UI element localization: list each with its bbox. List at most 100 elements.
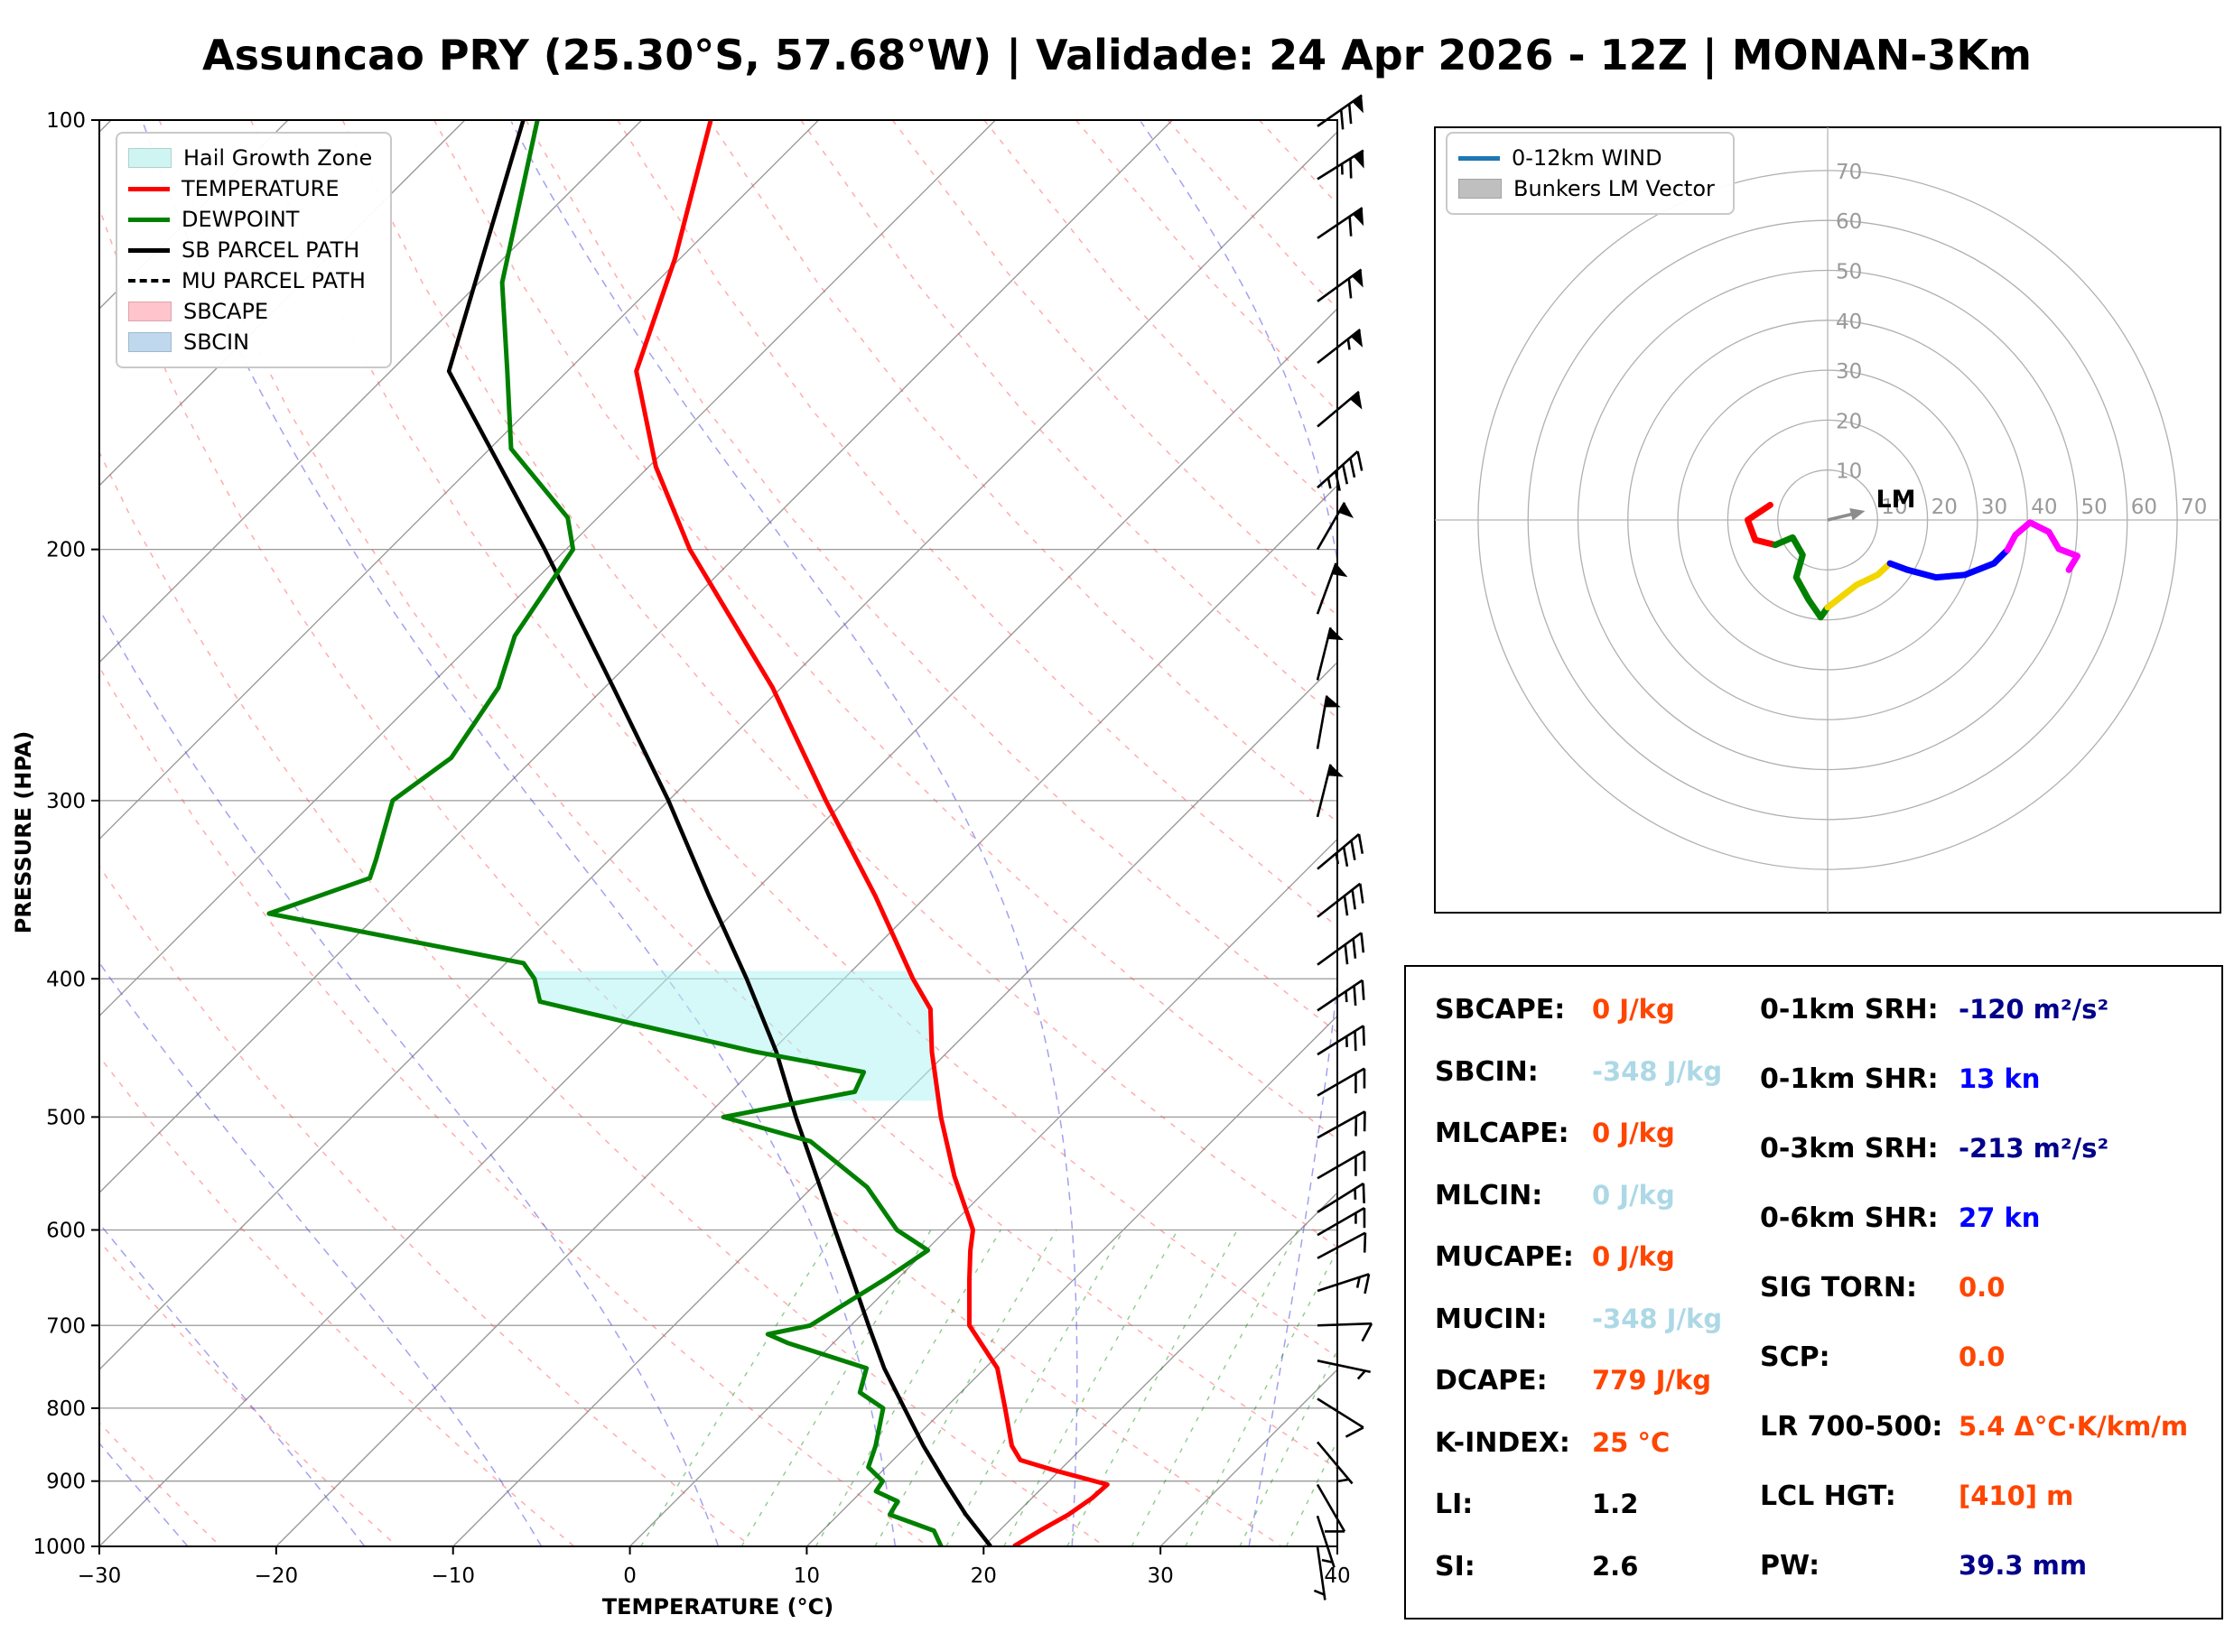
index-row-li: LI: 1.2	[1406, 1489, 2221, 1528]
wind-barb	[1317, 833, 1364, 870]
wind-barb	[1317, 390, 1363, 428]
index-label: LCL HGT:	[1760, 1480, 1896, 1512]
index-label: MLCAPE:	[1435, 1118, 1569, 1149]
mu-parcel-curve	[447, 120, 992, 1546]
hodograph-ring	[1777, 469, 1878, 571]
hodograph: 10 10 20 20 30 30 40 40 50 50 60 60 70 70 LM	[1434, 126, 2221, 914]
index-value: -348 J/kg	[1592, 1055, 1723, 1087]
ring-label: 10	[1881, 496, 1907, 519]
index-row-dcape: DCAPE: 779 J/kg	[1406, 1365, 2221, 1405]
legend-label: DEWPOINT	[182, 207, 300, 232]
legend-label: Hail Growth Zone	[183, 145, 373, 171]
wind-barb	[1317, 207, 1364, 239]
wind-barb	[1317, 1110, 1366, 1139]
index-label: SI:	[1435, 1550, 1475, 1582]
lm-label: LM	[1876, 486, 1915, 514]
legend-item-sb-parcel-path: SB PARCEL PATH	[128, 235, 372, 265]
legend-label: TEMPERATURE	[182, 176, 340, 201]
hodograph-ring	[1727, 419, 1929, 621]
hodograph-ring	[1477, 170, 2178, 870]
ring-label: 50	[1836, 261, 1862, 284]
legend-swatch	[128, 332, 172, 352]
pressure-tick-label: 800	[46, 1397, 86, 1421]
legend-swatch	[128, 279, 170, 283]
index-value: -348 J/kg	[1592, 1303, 1723, 1334]
index-label: SBCIN:	[1435, 1055, 1539, 1088]
index-value: -120 m²/s²	[1959, 994, 2109, 1025]
wind-barb	[1317, 932, 1365, 966]
hodograph-ring-labels: 10 10 20 20 30 30 40 40 50 50 60 60 70 70	[1836, 161, 2207, 519]
wind-barb	[1317, 1025, 1365, 1056]
index-row-sig-torn: SIG TORN: 0.0	[1406, 1272, 2221, 1312]
legend-swatch	[1458, 155, 1500, 161]
pressure-tick-label: 1000	[33, 1536, 86, 1559]
index-value: -213 m²/s²	[1959, 1133, 2109, 1164]
index-label: 0-1km SHR:	[1760, 1063, 1939, 1095]
wind-barb	[1317, 1182, 1365, 1213]
dewpoint-curve	[266, 120, 944, 1546]
wind-barb	[1317, 268, 1364, 302]
wind-barbs	[1313, 94, 1373, 1601]
index-value: 779 J/kg	[1592, 1365, 1712, 1396]
ring-label: 60	[2131, 496, 2157, 519]
temperature-tick-label: 30	[1148, 1564, 1174, 1588]
dry-adiabat-lines	[99, 120, 1337, 1546]
ring-label: 40	[2031, 496, 2057, 519]
ring-label: 30	[1981, 496, 2007, 519]
temperature-tick-label: 40	[1324, 1564, 1350, 1588]
index-value: 27 kn	[1959, 1202, 2041, 1233]
legend-item-sbcin: SBCIN	[128, 327, 372, 357]
ring-label: 20	[1931, 496, 1958, 519]
skewt-legend: Hail Growth Zone TEMPERATURE DEWPOINT SB PA…	[116, 132, 393, 368]
index-value: 0 J/kg	[1592, 1179, 1675, 1211]
index-row-si: SI: 2.6	[1406, 1551, 2221, 1591]
index-row-sbcin: SBCIN: -348 J/kg	[1406, 1056, 2221, 1096]
index-row-mlcape: MLCAPE: 0 J/kg	[1406, 1118, 2221, 1157]
legend-swatch	[128, 302, 172, 321]
hodograph-ring	[1627, 320, 2028, 720]
index-value: 13 kn	[1959, 1063, 2041, 1094]
legend-item-bunkers-lm-vector: Bunkers LM Vector	[1458, 173, 1715, 204]
legend-label: MU PARCEL PATH	[182, 268, 366, 293]
index-value: 2.6	[1592, 1550, 1639, 1582]
index-value: 0 J/kg	[1592, 1118, 1675, 1148]
index-label: K-INDEX:	[1435, 1426, 1570, 1459]
index-value: [410] m	[1959, 1480, 2074, 1511]
wind-barb	[1317, 149, 1364, 181]
temperature-tick-label: −20	[255, 1564, 299, 1588]
pressure-tick-label: 300	[46, 790, 86, 813]
wind-barb	[1317, 882, 1364, 918]
legend-swatch	[128, 148, 172, 168]
ring-label: 20	[1836, 410, 1862, 433]
index-label: 0-3km SRH:	[1760, 1133, 1939, 1165]
wind-barb	[1316, 1483, 1346, 1533]
index-row-mucin: MUCIN: -348 J/kg	[1406, 1304, 2221, 1343]
index-label: PW:	[1760, 1550, 1820, 1582]
wind-barb	[1317, 1360, 1371, 1380]
index-row-k-index: K-INDEX: 25 °C	[1406, 1427, 2221, 1467]
wind-barb	[1317, 1322, 1373, 1342]
index-value: 0 J/kg	[1592, 1241, 1675, 1272]
pressure-tick-label: 900	[46, 1471, 86, 1494]
legend-item-dewpoint: DEWPOINT	[128, 204, 372, 235]
index-value: 0.0	[1959, 1341, 2006, 1372]
index-label: LI:	[1435, 1489, 1474, 1520]
index-label: MLCIN:	[1435, 1179, 1543, 1211]
hodograph-legend: 0-12km WIND Bunkers LM Vector	[1446, 132, 1735, 215]
index-label: 0-1km SRH:	[1760, 994, 1939, 1026]
hodograph-trace-segment	[1772, 534, 1831, 621]
wind-barb	[1317, 1273, 1371, 1295]
temperature-tick-label: −30	[78, 1564, 122, 1588]
hail-growth-zone	[528, 970, 939, 1101]
hodograph-trace-segment	[1745, 501, 1779, 549]
ring-label: 40	[1836, 311, 1862, 334]
hodograph-ring	[1577, 269, 2079, 771]
wind-barb	[1316, 1515, 1336, 1568]
ring-label: 60	[1836, 210, 1862, 234]
index-row-0-6km-shr: 0-6km SHR: 27 kn	[1406, 1202, 2221, 1242]
legend-item-0-12km-wind: 0-12km WIND	[1458, 143, 1715, 173]
wind-barb	[1317, 1150, 1366, 1180]
index-label: MUCIN:	[1435, 1303, 1548, 1335]
legend-label: SBCIN	[183, 329, 250, 355]
pressure-tick-label: 600	[46, 1219, 86, 1242]
